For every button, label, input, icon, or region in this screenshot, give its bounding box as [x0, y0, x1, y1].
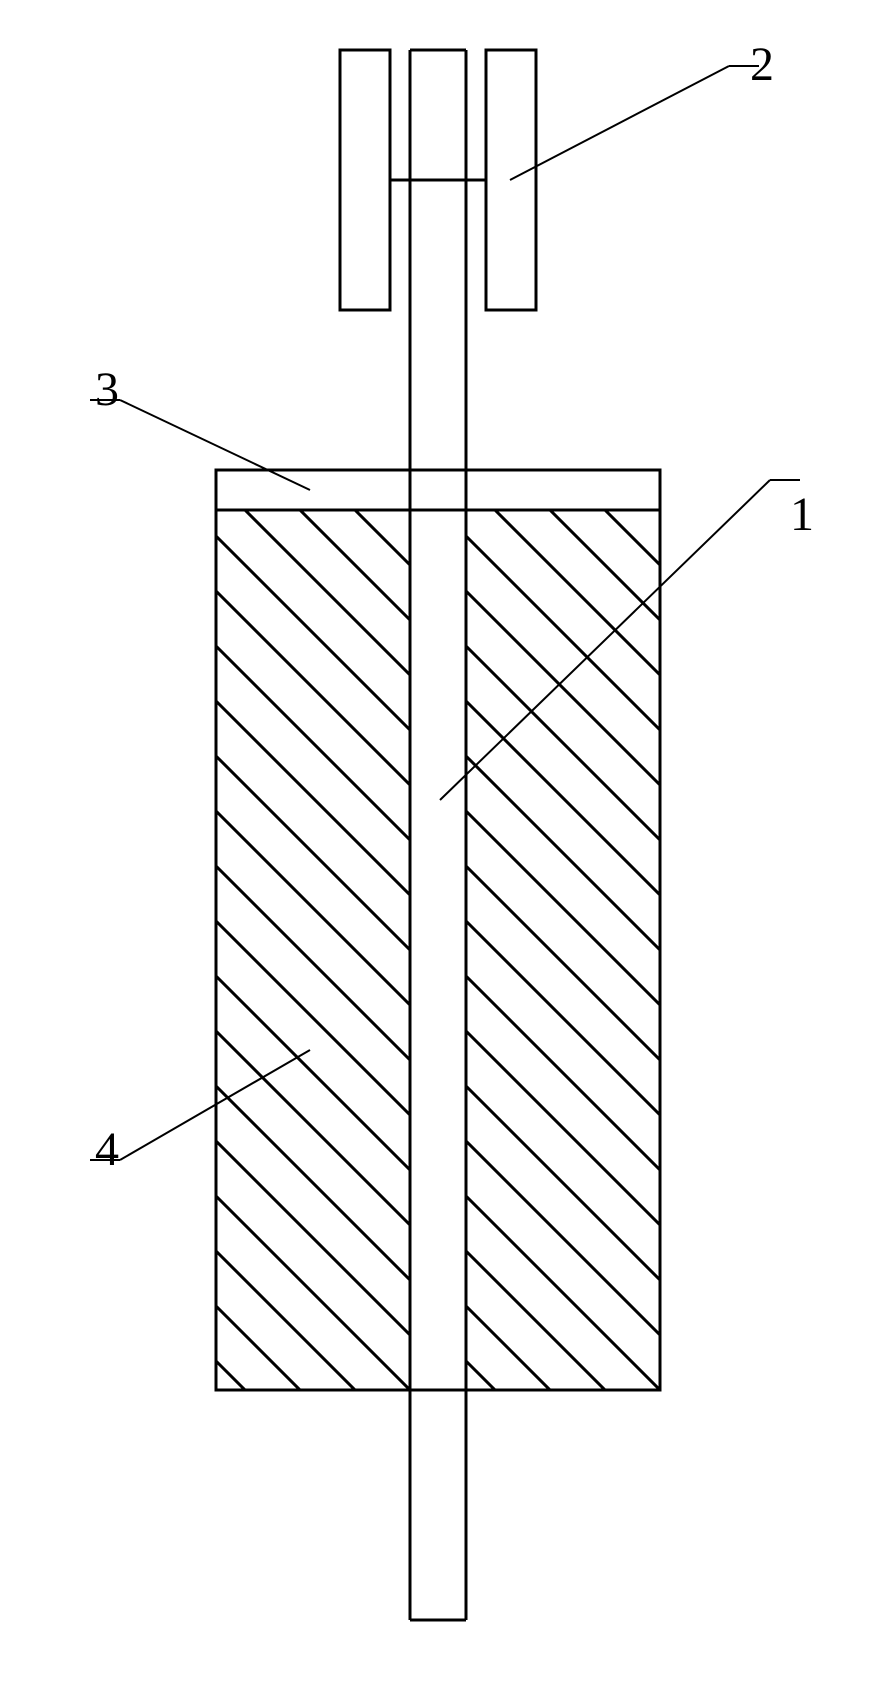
label-4: 4 [95, 1123, 119, 1176]
label-3: 3 [95, 363, 119, 416]
label-1: 1 [790, 488, 814, 541]
technical-diagram: 1 2 3 4 [0, 0, 896, 1700]
label-2: 2 [750, 38, 774, 91]
